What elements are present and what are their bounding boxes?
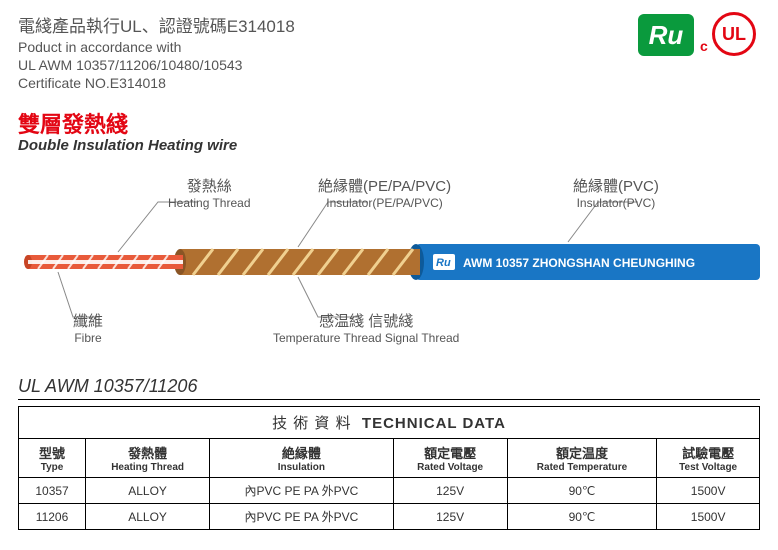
table-row: 10357ALLOY內PVC PE PA 外PVC125V90℃1500V	[19, 478, 760, 504]
table-cell: ALLOY	[86, 478, 210, 504]
label-temp: 感温綫 信號綫Temperature Thread Signal Thread	[273, 310, 459, 345]
table-cell: 90℃	[507, 504, 657, 530]
label-heating: 發熱絲Heating Thread	[168, 175, 251, 210]
table-header: 型號Type	[19, 439, 86, 478]
table-header: 發熱體Heating Thread	[86, 439, 210, 478]
table-cell: 1500V	[657, 478, 760, 504]
wire-diagram: Ru AWM 10357 ZHONGSHAN CHEUNGHING 發熱絲Hea…	[18, 172, 760, 352]
table-cell: 1500V	[657, 504, 760, 530]
table-cell: 內PVC PE PA 外PVC	[210, 478, 393, 504]
table-header: 額定電壓Rated Voltage	[393, 439, 507, 478]
wire-mark: Ru	[436, 257, 451, 269]
wire-text: AWM 10357 ZHONGSHAN CHEUNGHING	[463, 256, 695, 270]
table-cell: 10357	[19, 478, 86, 504]
table-header: 額定温度Rated Temperature	[507, 439, 657, 478]
logos: Ru c UL	[638, 12, 758, 58]
ul-c: c	[700, 38, 708, 54]
header-en3: Certificate NO.E314018	[18, 75, 760, 91]
table-cell: 90℃	[507, 478, 657, 504]
technical-data-table: 技 術 資 料 TECHNICAL DATA 型號Type發熱體Heating …	[18, 406, 760, 530]
table-header: 試驗電壓Test Voltage	[657, 439, 760, 478]
label-insul1: 絶縁體(PE/PA/PVC)Insulator(PE/PA/PVC)	[318, 175, 451, 210]
section-title: UL AWM 10357/11206	[18, 376, 760, 400]
table-header: 絶縁體Insulation	[210, 439, 393, 478]
table-title: 技 術 資 料 TECHNICAL DATA	[19, 407, 760, 439]
title-en: Double Insulation Heating wire	[18, 137, 760, 154]
title-cn: 雙層發熱綫	[18, 107, 760, 139]
table-cell: 11206	[19, 504, 86, 530]
ul-circle: UL	[712, 12, 756, 56]
header-en2: UL AWM 10357/11206/10480/10543	[18, 57, 760, 73]
table-cell: ALLOY	[86, 504, 210, 530]
table-row: 11206ALLOY內PVC PE PA 外PVC125V90℃1500V	[19, 504, 760, 530]
ul-logo-icon: c UL	[712, 12, 758, 58]
table-cell: 125V	[393, 478, 507, 504]
label-fibre: 纖維Fibre	[73, 310, 103, 345]
table-cell: 內PVC PE PA 外PVC	[210, 504, 393, 530]
label-insul2: 絶縁體(PVC)Insulator(PVC)	[573, 175, 659, 210]
table-cell: 125V	[393, 504, 507, 530]
ru-logo-icon: Ru	[638, 14, 694, 56]
table-header-row: 型號Type發熱體Heating Thread絶縁體Insulation額定電壓…	[19, 439, 760, 478]
